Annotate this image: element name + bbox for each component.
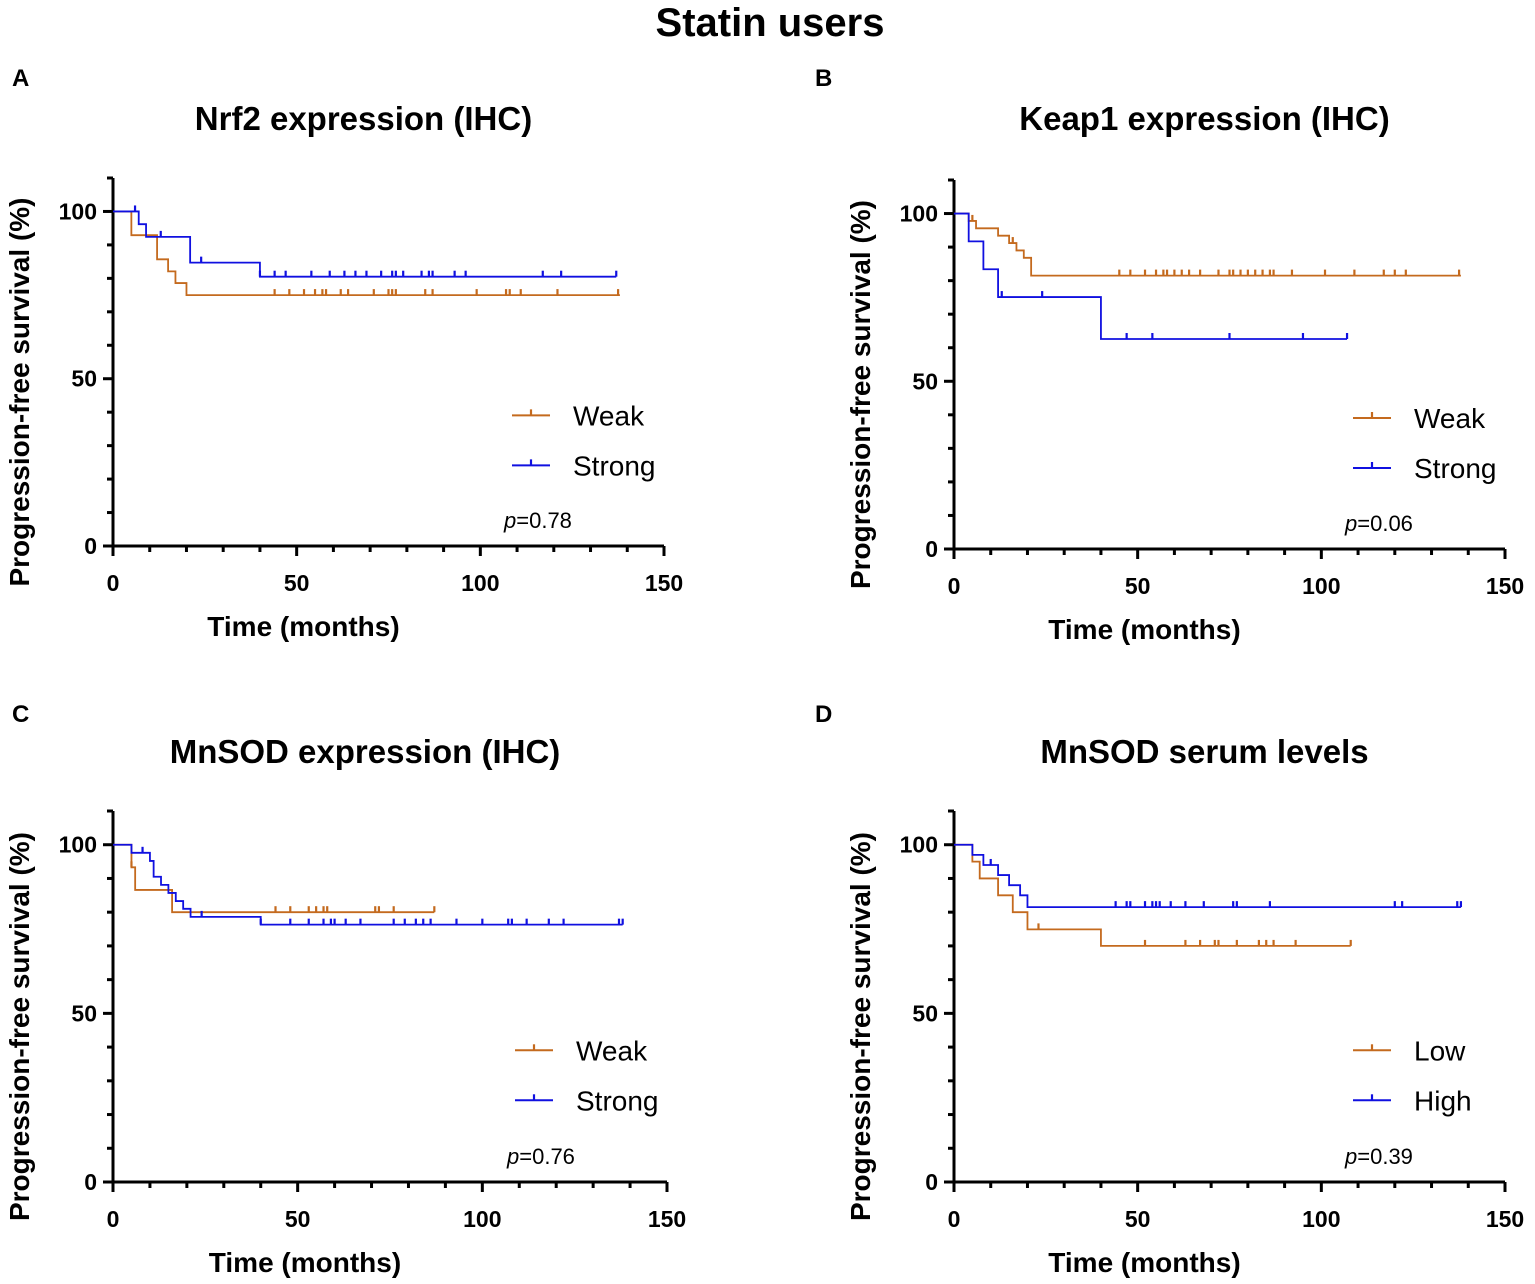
y-tick-label: 100 [59,198,97,224]
x-tick-label: 100 [463,1206,501,1232]
panel-letter: A [12,65,29,92]
y-tick-label: 50 [912,368,938,394]
y-tick-label: 100 [59,832,97,858]
legend-item: Weak [1353,403,1486,434]
legend-item: Low [1353,1035,1466,1066]
survival-curve [954,843,1351,947]
x-axis-label: Time (months) [1048,614,1240,645]
series-weak [954,212,1461,277]
panel-letter: B [815,65,832,92]
x-tick-label: 50 [285,1206,311,1232]
legend-item: High [1353,1085,1472,1116]
x-tick-label: 0 [107,570,120,596]
y-axis-label: Progression-free survival (%) [845,832,876,1221]
figure-title: Statin users [656,1,885,45]
p-value: p=0.76 [506,1144,575,1169]
chart-title: Nrf2 expression (IHC) [195,100,532,137]
x-tick-label: 50 [1125,1206,1151,1232]
y-tick-label: 0 [925,1169,938,1195]
chart-panel-d: D MnSOD serum levels 0 50 100 0 50 100 150 Time (… [815,701,1524,1278]
series-high [954,843,1463,909]
panel-letter: C [12,701,29,728]
x-tick-label: 100 [1302,573,1340,599]
y-axis-label: Progression-free survival (%) [845,200,876,589]
y-tick-label: 50 [912,1000,938,1026]
y-tick-label: 0 [84,1169,97,1195]
survival-curve [113,210,620,296]
y-tick-label: 100 [900,832,938,858]
series-low [954,843,1352,947]
p-value: p=0.78 [503,508,572,533]
x-tick-label: 0 [107,1206,120,1232]
panels: A Nrf2 expression (IHC) 0 50 100 0 50 100 150 Tim… [4,65,1524,1278]
chart-panel-c: C MnSOD expression (IHC) 0 50 100 0 50 100 150 Ti… [4,701,686,1278]
chart-title: MnSOD serum levels [1040,733,1368,770]
panel-letter: D [815,701,832,728]
x-tick-label: 100 [461,570,499,596]
y-tick-label: 50 [71,1000,97,1026]
chart-title: Keap1 expression (IHC) [1019,100,1389,137]
p-value: p=0.39 [1344,1144,1413,1169]
legend-label: High [1414,1085,1472,1116]
x-tick-label: 150 [645,570,683,596]
legend-item: Strong [515,1085,659,1116]
series-strong [113,205,618,278]
x-tick-label: 0 [948,573,961,599]
legend-label: Strong [573,450,656,481]
x-tick-label: 0 [948,1206,961,1232]
y-tick-label: 50 [71,366,97,392]
y-tick-label: 0 [925,536,938,562]
legend-item: Strong [1353,453,1497,484]
x-axis-label: Time (months) [209,1247,401,1278]
x-axis-label: Time (months) [1048,1247,1240,1278]
x-tick-label: 150 [1486,1206,1524,1232]
legend-label: Weak [1414,403,1486,434]
x-tick-label: 150 [1486,573,1524,599]
y-tick-label: 0 [84,533,97,559]
legend-label: Low [1414,1035,1466,1066]
y-axis-label: Progression-free survival (%) [4,197,35,586]
x-axis-label: Time (months) [207,611,399,642]
legend-label: Strong [1414,453,1497,484]
survival-curve [954,843,1461,909]
chart-panel-a: A Nrf2 expression (IHC) 0 50 100 0 50 100 150 Tim… [4,65,683,642]
legend-item: Strong [512,450,656,481]
x-tick-label: 150 [648,1206,686,1232]
legend-label: Strong [576,1085,659,1116]
chart-title: MnSOD expression (IHC) [170,733,561,770]
series-strong [113,843,624,926]
x-tick-label: 50 [284,570,310,596]
series-strong [954,212,1349,340]
p-value: p=0.06 [1344,511,1413,536]
chart-panel-b: B Keap1 expression (IHC) 0 50 100 0 50 100 150 Ti… [815,65,1524,645]
survival-curve [113,843,623,926]
legend-label: Weak [576,1035,648,1066]
legend-label: Weak [573,400,645,431]
series-weak [113,210,620,296]
survival-curve [113,210,617,278]
survival-curve [954,212,1461,277]
legend-item: Weak [515,1035,648,1066]
x-tick-label: 50 [1125,573,1151,599]
y-tick-label: 100 [900,201,938,227]
survival-curve [954,212,1348,340]
x-tick-label: 100 [1302,1206,1340,1232]
y-axis-label: Progression-free survival (%) [4,832,35,1221]
legend-item: Weak [512,400,645,431]
